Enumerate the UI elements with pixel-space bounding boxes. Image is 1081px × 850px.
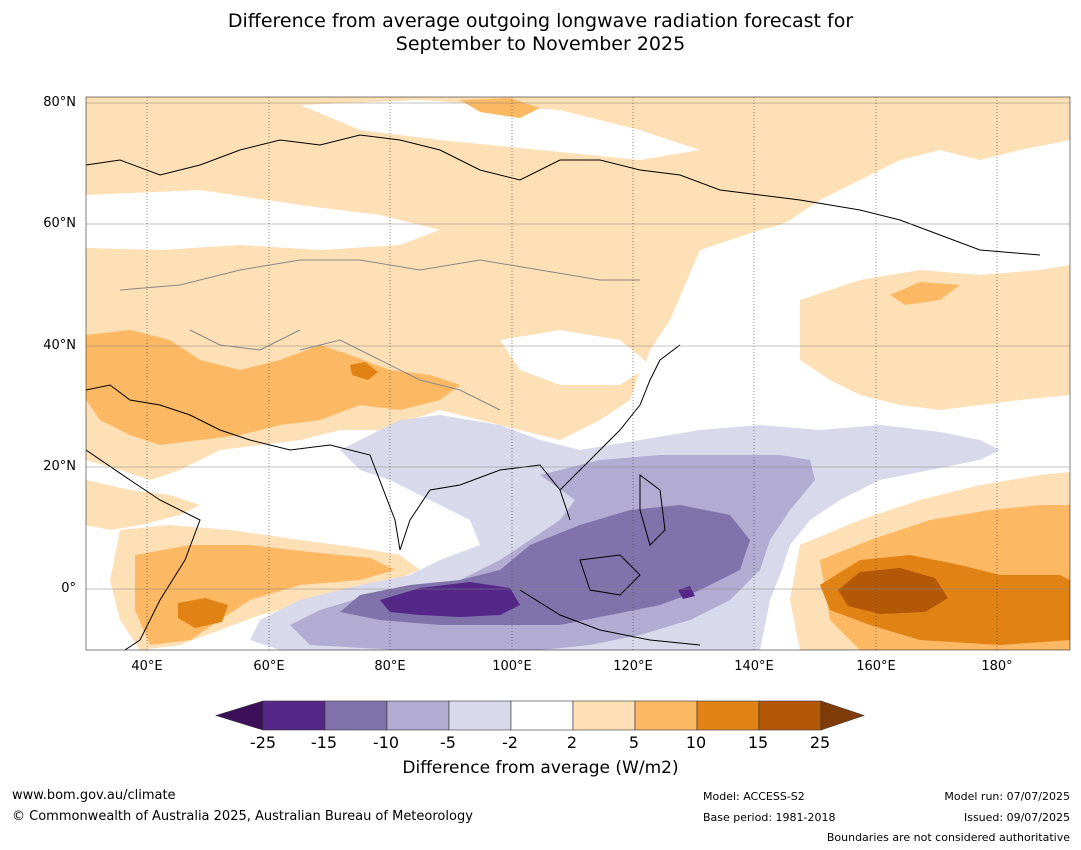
colorbar-tick-5: 5 bbox=[628, 733, 640, 752]
colorbar-tick-15: 15 bbox=[747, 733, 769, 752]
footer-copyright: © Commonwealth of Australia 2025, Austra… bbox=[12, 809, 473, 824]
colorbar-tick-minus-10: -10 bbox=[372, 733, 400, 752]
colorbar-label: Difference from average (W/m2) bbox=[402, 758, 679, 778]
footer-disclaimer: Boundaries are not considered authoritat… bbox=[826, 831, 1070, 844]
map-frame bbox=[85, 96, 1071, 651]
colorbar-extend-high bbox=[820, 700, 865, 731]
neutral-band-siberia bbox=[86, 190, 440, 250]
neutral-band-china bbox=[500, 330, 650, 385]
footer-base-period: Base period: 1981-2018 bbox=[703, 811, 836, 824]
anomaly-region-minus-15-minus-25 bbox=[380, 582, 520, 617]
lat-label-60n: 60°N bbox=[43, 216, 76, 231]
footer-website[interactable]: www.bom.gov.au/climate bbox=[12, 788, 176, 803]
colorbar-swatch-8 bbox=[696, 700, 760, 731]
colorbar-swatch-1 bbox=[262, 700, 326, 731]
colorbar-tick-minus-15: -15 bbox=[310, 733, 338, 752]
lon-label-180: 180° bbox=[981, 659, 1013, 674]
colorbar-tick-2: 2 bbox=[566, 733, 578, 752]
colorbar-tick-minus-25: -25 bbox=[249, 733, 277, 752]
map-title: Difference from average outgoing longwav… bbox=[0, 10, 1081, 56]
colorbar-swatch-5 bbox=[510, 700, 574, 731]
footer-model: Model: ACCESS-S2 bbox=[703, 790, 805, 803]
colorbar-tick-25: 25 bbox=[809, 733, 831, 752]
lat-label-0: 0° bbox=[61, 581, 76, 596]
colorbar bbox=[214, 700, 865, 731]
lon-label-40e: 40°E bbox=[131, 659, 163, 674]
neutral-band-arctic bbox=[300, 100, 700, 160]
colorbar-swatch-6 bbox=[572, 700, 636, 731]
colorbar-swatch-2 bbox=[324, 700, 388, 731]
lon-label-140e: 140°E bbox=[734, 659, 774, 674]
colorbar-tick-10: 10 bbox=[685, 733, 707, 752]
lon-label-120e: 120°E bbox=[613, 659, 653, 674]
longitude-gridlines bbox=[146, 97, 998, 650]
footer-model-run: Model run: 07/07/2025 bbox=[944, 790, 1070, 803]
anomaly-region-5-10-east-siberia bbox=[890, 282, 960, 305]
title-line-1: Difference from average outgoing longwav… bbox=[227, 10, 854, 32]
anomaly-region-15-25-equatorial-pacific bbox=[838, 568, 948, 614]
lon-label-160e: 160°E bbox=[856, 659, 896, 674]
anomaly-region-2-5-africa bbox=[86, 480, 200, 530]
colorbar-tick-minus-2: -2 bbox=[502, 733, 518, 752]
coastlines bbox=[86, 134, 1041, 650]
colorbar-swatch-4 bbox=[448, 700, 512, 731]
anomaly-region-5-10-middle-east bbox=[86, 330, 460, 445]
lat-label-40n: 40°N bbox=[43, 338, 76, 353]
title-line-2: September to November 2025 bbox=[395, 33, 686, 55]
lon-label-60e: 60°E bbox=[253, 659, 285, 674]
lon-label-100e: 100°E bbox=[492, 659, 532, 674]
lon-label-80e: 80°E bbox=[374, 659, 406, 674]
lat-label-80n: 80°N bbox=[43, 95, 76, 110]
lat-label-20n: 20°N bbox=[43, 459, 76, 474]
anomaly-region-10-15-tibet bbox=[350, 362, 378, 380]
colorbar-swatch-9 bbox=[758, 700, 822, 731]
colorbar-swatch-3 bbox=[386, 700, 450, 731]
anomaly-region-10-15-indian-ocean bbox=[178, 598, 228, 628]
olr-anomaly-map bbox=[85, 96, 1071, 651]
colorbar-extend-low bbox=[214, 700, 264, 731]
footer-issued: Issued: 09/07/2025 bbox=[963, 811, 1070, 824]
colorbar-tick-minus-5: -5 bbox=[440, 733, 456, 752]
latitude-gridlines bbox=[86, 102, 1070, 590]
colorbar-swatch-7 bbox=[634, 700, 698, 731]
anomaly-region-2-5-pacific-north bbox=[800, 265, 1070, 410]
